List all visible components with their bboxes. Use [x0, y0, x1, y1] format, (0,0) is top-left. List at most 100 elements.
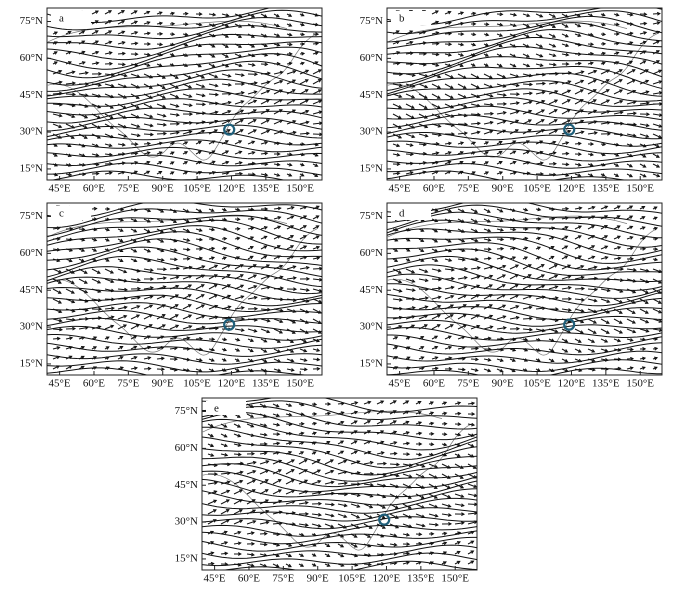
streamline	[47, 367, 322, 375]
wind-vector	[260, 152, 268, 155]
wind-vector	[522, 73, 532, 77]
wind-vector	[156, 277, 166, 280]
arrow-head	[303, 245, 308, 249]
wind-vector	[247, 140, 255, 145]
wind-vector	[299, 206, 307, 210]
wind-vector	[182, 275, 192, 280]
arrow-head	[369, 483, 374, 487]
wind-vector	[91, 288, 101, 293]
arrow-head	[71, 114, 76, 119]
arrow-head	[435, 41, 440, 46]
wind-vector	[363, 523, 373, 529]
arrow-head	[446, 485, 451, 489]
arrow-head	[456, 541, 461, 545]
arrow-head	[267, 296, 272, 301]
wind-vector	[143, 268, 153, 272]
arrow-head	[263, 245, 268, 249]
arrow-head	[134, 20, 139, 25]
arrow-head	[615, 163, 620, 167]
arrow-head	[591, 367, 596, 372]
arrow-head	[552, 44, 557, 48]
arrow-head	[450, 105, 455, 109]
arrow-head	[263, 14, 268, 18]
wind-vector	[587, 120, 597, 125]
arrow-head	[58, 318, 63, 323]
arrow-head	[343, 514, 348, 519]
arrow-head	[579, 99, 584, 103]
arrow-head	[516, 92, 521, 97]
wind-vector	[548, 81, 558, 85]
arrow-head	[620, 267, 625, 271]
streamline	[47, 60, 322, 92]
wind-vector	[600, 256, 608, 260]
wind-vector	[535, 33, 543, 38]
arrow-head	[108, 30, 113, 34]
arrow-head	[460, 11, 465, 15]
wind-vector	[587, 308, 597, 313]
arrow-head	[95, 40, 100, 44]
arrow-head	[615, 12, 620, 17]
arrow-head	[443, 421, 448, 426]
arrow-head	[290, 206, 295, 210]
lon-tick-label: 45°E	[49, 378, 71, 390]
arrow-head	[602, 142, 607, 147]
wind-vector	[389, 483, 399, 488]
wind-vector	[169, 218, 177, 223]
arrow-head	[223, 246, 228, 251]
wind-vector	[208, 305, 218, 310]
wind-vector	[363, 401, 371, 405]
wind-vector	[548, 63, 556, 66]
wind-vector	[78, 93, 88, 97]
wind-vector	[169, 131, 179, 135]
arrow-head	[288, 441, 293, 446]
arrow-head	[136, 269, 141, 273]
arrow-head	[170, 63, 175, 67]
wind-vector	[324, 513, 334, 517]
arrow-head	[629, 41, 634, 45]
arrow-head	[159, 21, 164, 26]
wind-vector	[376, 553, 384, 556]
arrow-head	[300, 451, 305, 455]
wind-vector	[78, 103, 88, 108]
wind-vector	[431, 133, 441, 136]
wind-vector	[234, 284, 244, 290]
wind-vector	[405, 324, 415, 330]
wind-vector	[298, 501, 308, 505]
arrow-head	[523, 368, 528, 372]
arrow-head	[642, 257, 647, 262]
arrow-head	[450, 114, 455, 118]
arrow-head	[443, 411, 448, 416]
arrow-head	[250, 414, 255, 418]
arrow-head	[461, 219, 465, 223]
arrow-head	[395, 495, 400, 499]
arrow-head	[108, 152, 113, 157]
arrow-head	[331, 502, 336, 507]
wind-vector	[600, 358, 608, 361]
wind-vector	[233, 423, 241, 428]
wind-vector	[260, 33, 267, 38]
arrow-head	[124, 296, 129, 301]
wind-vector	[574, 318, 584, 323]
arrow-head	[290, 245, 295, 249]
wind-vector	[273, 328, 283, 334]
arrow-head	[111, 297, 116, 302]
arrow-head	[392, 410, 397, 414]
wind-vector	[221, 150, 229, 155]
arrow-head	[369, 460, 374, 465]
arrow-head	[288, 162, 293, 167]
arrow-head	[436, 324, 441, 328]
wind-vector	[169, 93, 179, 99]
arrow-head	[263, 226, 268, 230]
arrow-head	[226, 274, 231, 278]
arrow-head	[567, 71, 572, 75]
arrow-head	[239, 470, 244, 475]
arrow-head	[642, 246, 647, 251]
arrow-head	[434, 239, 439, 243]
wind-vector	[273, 71, 283, 75]
wind-vector	[639, 50, 646, 55]
wind-vector	[117, 306, 127, 310]
arrow-head	[312, 532, 317, 537]
wind-vector	[574, 358, 582, 363]
streamline	[387, 22, 662, 50]
arrow-head	[186, 238, 191, 242]
